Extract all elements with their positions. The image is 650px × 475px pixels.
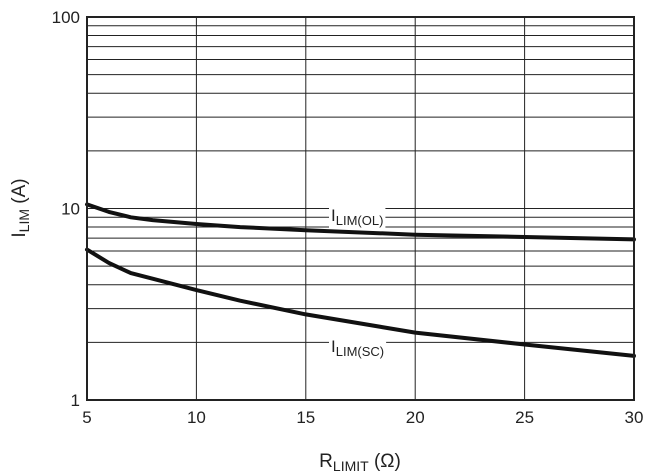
x-axis-label: RLIMIT (Ω): [319, 451, 401, 474]
series-label-sc: ILIM(SC): [331, 337, 384, 359]
x-tick-label: 10: [187, 408, 206, 427]
x-tick-label: 20: [406, 408, 425, 427]
y-tick-label: 1: [71, 391, 80, 410]
y-tick-label: 100: [52, 8, 80, 27]
series-label-sc-sub: LIM(SC): [336, 344, 384, 359]
y-axis-label-main: I: [9, 232, 30, 237]
x-tick-label: 30: [625, 408, 644, 427]
series-label-ol-main: I: [331, 206, 336, 225]
y-axis-label-sub: LIM: [16, 209, 32, 232]
x-axis-label-unit: (Ω): [369, 451, 401, 472]
series-line-ol: [85, 202, 636, 242]
y-tick-label: 10: [61, 200, 80, 219]
y-axis-label: ILIM (A): [9, 178, 32, 237]
x-tick-label: 25: [515, 408, 534, 427]
x-axis-label-main: R: [319, 451, 333, 472]
y-axis-label-unit: (A): [9, 178, 30, 209]
series-label-ol: ILIM(OL): [331, 206, 383, 228]
series-label-sc-main: I: [331, 337, 336, 356]
x-tick-label: 5: [82, 408, 91, 427]
plot-frame: [86, 16, 635, 401]
series-label-background: [329, 337, 387, 359]
tick-labels: 5 10 15 20 25 30 1 10 100: [52, 8, 644, 427]
x-tick-label: 15: [296, 408, 315, 427]
series-label-ol-sub: LIM(OL): [336, 213, 384, 228]
x-axis-label-sub: LIMIT: [333, 458, 369, 474]
series-label-background: [329, 206, 386, 228]
series-line-sc: [85, 247, 636, 358]
series-group: [85, 202, 636, 358]
